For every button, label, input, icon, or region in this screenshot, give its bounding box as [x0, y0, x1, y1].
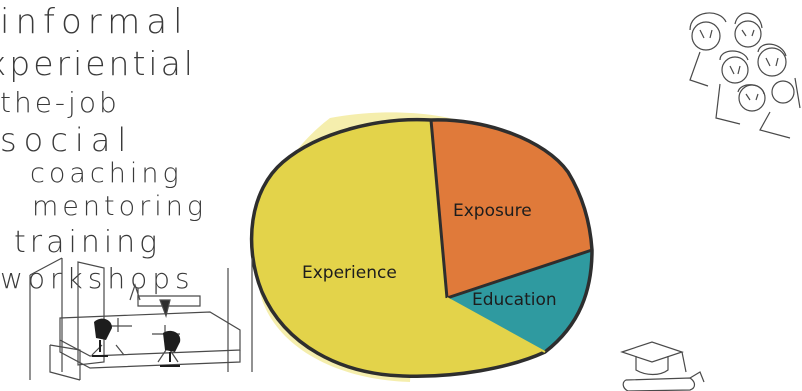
note-workshops: workshops: [0, 262, 195, 295]
exposure-slice: [431, 119, 592, 299]
pie-outline: [249, 117, 594, 379]
note-training: training: [14, 225, 162, 260]
office-chairs: [92, 318, 181, 367]
education-label: Education: [472, 290, 557, 310]
divider-education: [446, 248, 593, 300]
social-learning-notes: social coaching mentoring: [0, 122, 802, 224]
note-coaching: coaching: [30, 158, 183, 189]
informal-learning-notes: informal experiential on-the-job: [0, 0, 802, 122]
divider-exposure: [429, 119, 449, 299]
note-informal: informal: [0, 2, 189, 42]
education-slice: [447, 250, 592, 352]
note-experiential: experiential: [0, 44, 196, 83]
divider-experience: [446, 297, 546, 353]
graduation-sketch: [620, 341, 705, 391]
people-group-sketch: [689, 12, 801, 139]
office-sketch: [29, 257, 253, 381]
note-on-the-job: on-the-job: [0, 86, 120, 119]
experience-label: Experience: [302, 263, 397, 283]
note-social: social: [0, 121, 134, 159]
exposure-label: Exposure: [453, 201, 532, 221]
note-mentoring: mentoring: [32, 191, 208, 222]
formal-learning-notes: training workshops: [0, 224, 802, 296]
